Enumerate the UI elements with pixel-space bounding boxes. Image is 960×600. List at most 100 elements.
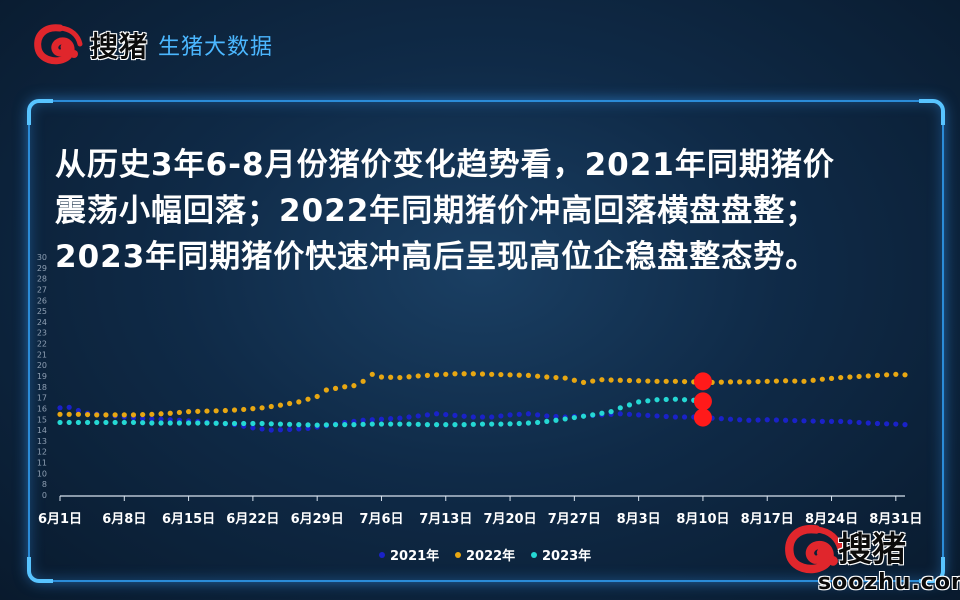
x-tick-label: 7月27日 xyxy=(548,512,601,527)
highlight-marker xyxy=(693,392,712,411)
data-point xyxy=(277,427,284,433)
data-point xyxy=(185,420,192,426)
data-point xyxy=(727,416,734,422)
data-point xyxy=(277,421,284,427)
data-point xyxy=(84,419,91,426)
data-point xyxy=(479,421,486,427)
data-point xyxy=(553,374,559,381)
data-point xyxy=(874,420,881,427)
data-point xyxy=(351,422,357,428)
data-point xyxy=(792,378,798,384)
data-point xyxy=(746,379,752,385)
data-point xyxy=(801,378,807,384)
legend-swatch xyxy=(531,552,537,558)
data-point xyxy=(461,371,467,377)
y-tick-label: 22 xyxy=(37,340,47,349)
data-point xyxy=(259,405,265,411)
data-point xyxy=(360,421,366,427)
data-point xyxy=(130,412,137,418)
data-point xyxy=(66,404,72,410)
watermark-name: 搜猪 xyxy=(838,530,906,570)
data-point xyxy=(516,372,522,378)
headline-text: 从历史3年6-8月份猪价变化趋势看，2021年同期猪价 震荡小幅回落；2022年… xyxy=(55,142,935,280)
data-point xyxy=(672,396,678,402)
data-point xyxy=(268,427,274,433)
data-point xyxy=(810,377,816,383)
data-point xyxy=(681,378,688,385)
data-point xyxy=(369,371,375,377)
data-point xyxy=(810,418,816,424)
data-point xyxy=(498,371,504,378)
y-tick-label: 19 xyxy=(37,372,47,381)
data-point xyxy=(865,420,871,426)
data-point xyxy=(525,420,532,426)
legend-label: 2023年 xyxy=(542,548,591,564)
x-tick-label: 6月8日 xyxy=(102,512,146,527)
data-point xyxy=(727,379,734,385)
data-point xyxy=(305,422,311,428)
brand-logo-icon xyxy=(30,22,88,68)
data-point xyxy=(222,420,228,427)
watermark-logo-icon xyxy=(785,525,844,574)
data-point xyxy=(571,377,577,383)
data-point xyxy=(332,422,339,428)
x-tick-label: 6月15日 xyxy=(162,512,215,527)
data-point xyxy=(121,419,127,426)
data-point xyxy=(746,417,752,423)
x-tick-label: 8月17日 xyxy=(741,512,794,527)
data-point xyxy=(259,426,265,432)
data-point xyxy=(672,414,678,420)
data-point xyxy=(764,417,770,423)
data-point xyxy=(507,421,513,427)
data-point xyxy=(479,371,486,377)
data-point xyxy=(323,387,329,393)
y-tick-label: 13 xyxy=(37,437,47,446)
data-point xyxy=(636,399,642,405)
data-point xyxy=(617,411,623,417)
y-tick-label: 23 xyxy=(37,329,47,338)
data-point xyxy=(773,417,780,423)
y-tick-label: 24 xyxy=(37,318,47,327)
data-point xyxy=(654,397,660,403)
data-point xyxy=(718,416,724,422)
data-point xyxy=(112,412,118,418)
panel-corner xyxy=(919,557,945,583)
data-point xyxy=(470,371,476,377)
data-point xyxy=(204,408,210,414)
data-point xyxy=(103,419,109,426)
content-panel xyxy=(27,99,945,583)
data-point xyxy=(489,421,495,427)
data-point xyxy=(498,421,504,427)
data-point xyxy=(231,407,238,413)
data-point xyxy=(681,397,688,403)
data-point xyxy=(516,420,522,427)
data-point xyxy=(332,385,339,391)
legend-swatch xyxy=(379,552,385,558)
data-point xyxy=(388,416,394,422)
y-tick-label: 20 xyxy=(37,361,47,370)
data-point xyxy=(158,416,164,422)
data-point xyxy=(626,402,633,408)
highlight-markers xyxy=(693,372,712,427)
data-point xyxy=(103,412,109,418)
x-tick-label: 8月31日 xyxy=(869,512,922,527)
data-point xyxy=(608,409,614,415)
data-point xyxy=(424,422,430,428)
brand-header: 搜猪 生猪大数据 xyxy=(30,20,273,70)
x-tick-label: 6月29日 xyxy=(291,512,344,527)
data-point xyxy=(378,374,385,380)
brand-subtitle: 生猪大数据 xyxy=(158,35,274,60)
data-point xyxy=(461,413,467,419)
data-point xyxy=(718,379,724,385)
data-point xyxy=(130,419,137,426)
data-point xyxy=(250,406,256,412)
data-point xyxy=(75,419,81,426)
data-point xyxy=(342,422,348,428)
data-point xyxy=(158,420,164,426)
x-axis: 6月1日 6月8日 6月15日 6月22日 6月29日 7月6日 7月13日 7月20日 7月2… xyxy=(38,495,922,527)
y-tick-label: 21 xyxy=(37,350,47,359)
data-point xyxy=(737,379,743,385)
data-point xyxy=(213,420,219,426)
y-tick-label: 10 xyxy=(37,469,47,478)
